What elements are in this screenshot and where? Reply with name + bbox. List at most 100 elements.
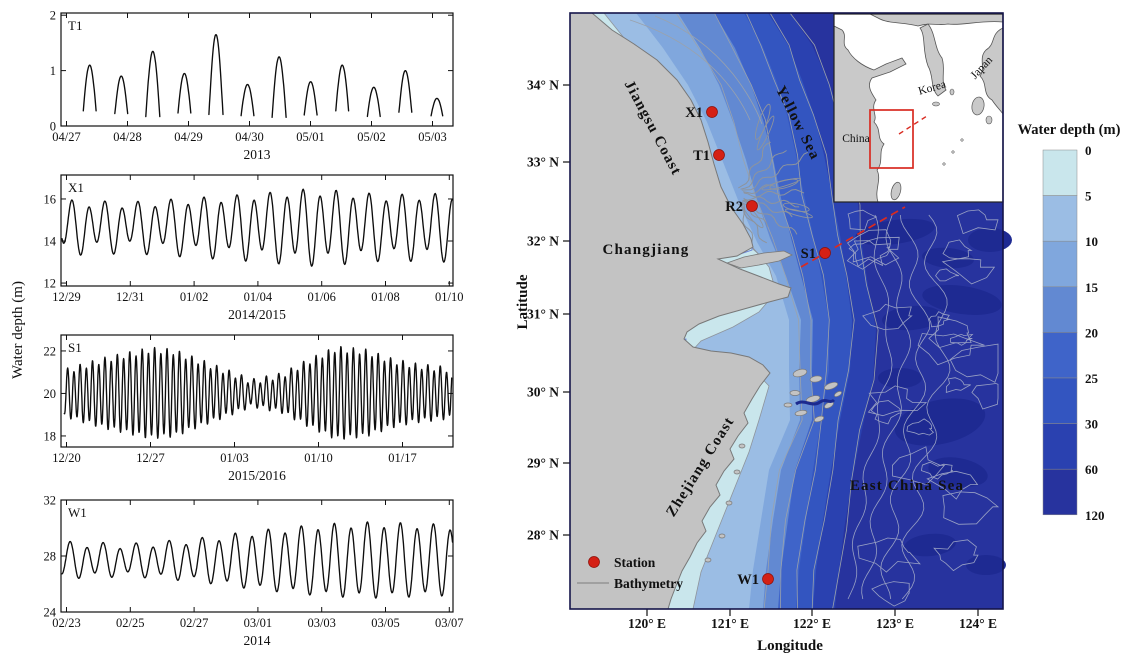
bathymetry-contour [945, 377, 971, 393]
inset-shikoku [985, 115, 993, 125]
colorbar-tick-label: 15 [1085, 280, 1099, 295]
sand-ridge-contour [761, 177, 802, 191]
bathymetry-contour [942, 239, 973, 260]
y-tick-label: 22 [44, 344, 57, 358]
y-tick-label: 1 [50, 64, 56, 78]
axes-frame [60, 12, 454, 127]
tide-curve-S1 [63, 346, 453, 440]
deep-channel [795, 398, 836, 406]
sand-ridge-contour [743, 188, 805, 198]
colorbar-title: Water depth (m) [1018, 122, 1121, 138]
region-label-changjiang: Changjiang [602, 242, 689, 258]
inset-jeju [932, 101, 940, 107]
tide-curve-T1 [82, 34, 444, 118]
deep-patch [922, 247, 974, 269]
island [704, 557, 712, 563]
bathymetry-contour [926, 470, 979, 500]
colorbar-block [1042, 149, 1078, 196]
lat-tick-label: 34° N [527, 78, 559, 93]
island [813, 415, 825, 423]
bathymetry-contour [847, 209, 878, 231]
y-tick-label: 2 [50, 9, 56, 23]
inset-islet [951, 150, 955, 154]
bathymetry-contour [629, 19, 751, 121]
chongming-island [725, 250, 793, 269]
x-tick-label: 12/29 [52, 290, 80, 304]
map-x-axis-title: Longitude [757, 638, 823, 654]
bathymetry-contour [928, 311, 950, 328]
bathymetry-contour [654, 15, 763, 125]
bathymetry-contour [928, 316, 972, 349]
tide-curve-X1 [61, 188, 454, 267]
map-frame [569, 12, 1004, 610]
x-tick-label: 02/25 [116, 616, 144, 630]
x-tick-label: 01/10 [304, 451, 332, 465]
panel-year-label: 2014 [244, 633, 271, 648]
sand-ridge-contour [782, 202, 810, 212]
bathymetry-contour [789, 12, 879, 610]
bathymetry-contour [847, 214, 893, 600]
x-tick-label: 05/02 [357, 130, 385, 144]
colorbar-tick-label: 60 [1085, 462, 1098, 477]
x-tick-label: 12/20 [52, 451, 80, 465]
island [824, 401, 834, 409]
panel-station-label: T1 [68, 18, 82, 33]
panel-station-label: S1 [68, 340, 82, 355]
bathymetry-contour [891, 446, 946, 486]
deep-patch [904, 533, 956, 557]
x-tick-label: 04/27 [52, 130, 80, 144]
x-tick-label: 01/04 [244, 290, 273, 304]
station-dot-X1 [706, 106, 718, 118]
inset-japan-land [979, 27, 1004, 116]
sand-ridge-contour [740, 150, 787, 190]
inset-label-china: China [842, 133, 869, 145]
bathymetry-contour [769, 12, 855, 610]
sand-ridge-contour [737, 203, 762, 260]
bathymetry-contour [906, 418, 935, 436]
panel-station-label: X1 [68, 180, 84, 195]
y-tick-label: 24 [44, 606, 57, 620]
inset-korea-land [919, 23, 947, 97]
island [738, 443, 746, 449]
panel-year-label: 2013 [244, 147, 271, 162]
station-dot-T1 [713, 149, 725, 161]
inset-taiwan [890, 181, 902, 201]
y-tick-label: 18 [44, 429, 57, 443]
lon-tick-label: 122° E [793, 616, 831, 631]
island [823, 381, 839, 391]
tide-panel-W1: 24 28 32 02/23 02/25 02/27 03/01 03/03 03/05 03/0… [44, 494, 464, 649]
sand-ridge-contour [754, 103, 771, 140]
island [789, 390, 801, 396]
x-tick-label: 01/08 [371, 290, 399, 304]
colorbar-tick-label: 20 [1085, 325, 1098, 340]
x-tick-label: 01/03 [220, 451, 248, 465]
lon-tick-label: 124° E [959, 616, 997, 631]
station-dot-S1 [819, 247, 831, 259]
tide-panel-T1: 0 1 2 04/27 04/28 04/29 04/30 05/01 05/02 05/03 T1… [50, 9, 454, 162]
legend-station-label: Station [614, 555, 656, 570]
tide-curve-W1 [61, 521, 454, 599]
inset-north-land [869, 13, 1004, 27]
x-tick-label: 05/03 [418, 130, 446, 144]
x-tick-label: 04/30 [235, 130, 263, 144]
island [725, 500, 733, 506]
bathymetry-contour [971, 383, 999, 410]
map-legend: Station Bathymetry [577, 555, 683, 591]
bathymetry-contour [675, 12, 803, 610]
sand-ridge-contour [738, 141, 771, 189]
colorbar-tick-label: 10 [1085, 234, 1098, 249]
map-stations: X1 T1 R2 S1 W1 [685, 105, 831, 588]
x-tick-label: 02/23 [52, 616, 80, 630]
y-tick-label: 0 [50, 120, 56, 134]
study-area-box [869, 109, 914, 169]
x-tick-label: 12/27 [136, 451, 164, 465]
lon-tick-label: 120° E [628, 616, 666, 631]
colorbar-tick-label: 0 [1085, 143, 1092, 158]
lat-tick-label: 28° N [527, 528, 559, 543]
panel-year-label: 2014/2015 [228, 307, 286, 322]
bathymetry-contour [862, 303, 913, 331]
axes-frame [60, 334, 454, 448]
bathymetry-contour [861, 214, 911, 600]
inset-kyushu [971, 96, 985, 116]
